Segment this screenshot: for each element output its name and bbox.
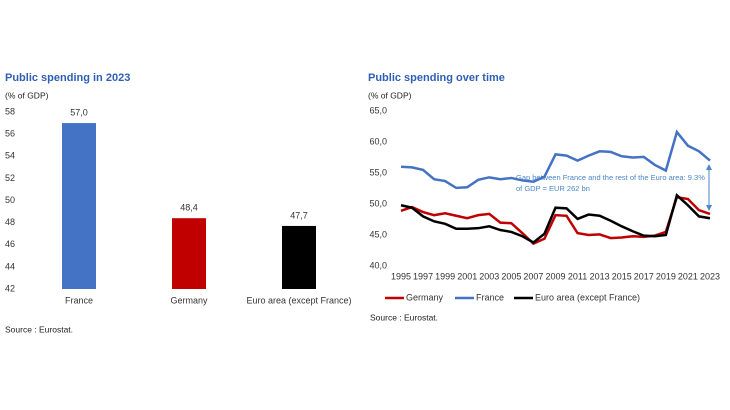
x-tick-label: 2013 xyxy=(590,271,610,281)
bar xyxy=(172,218,206,289)
y-tick-label: 42 xyxy=(5,283,15,293)
source: Source : Eurostat. xyxy=(5,324,73,334)
x-tick-label: Euro area (except France) xyxy=(246,295,351,305)
line xyxy=(400,193,711,244)
x-tick-label: 2011 xyxy=(568,271,587,281)
y-tick-label: 44 xyxy=(5,261,15,271)
x-tick-label: 2021 xyxy=(678,271,698,281)
source: Source : Eurostat. xyxy=(370,312,438,322)
legend-label: Euro area (except France) xyxy=(535,292,640,302)
chart-subtitle: (% of GDP) xyxy=(368,90,412,100)
x-tick-label: Germany xyxy=(170,295,208,305)
y-tick-label: 50,0 xyxy=(369,198,387,208)
y-tick-label: 52 xyxy=(5,173,15,183)
y-tick-label: 48 xyxy=(5,217,15,227)
y-tick-label: 46 xyxy=(5,239,15,249)
x-tick-label: 2003 xyxy=(479,271,499,281)
bar xyxy=(62,123,96,289)
x-tick-label: 1997 xyxy=(413,271,433,281)
x-tick-label: 2015 xyxy=(612,271,632,281)
chart-title: Public spending in 2023 xyxy=(5,72,130,84)
x-tick-label: 2019 xyxy=(656,271,676,281)
x-tick-label: 1999 xyxy=(435,271,455,281)
y-tick-label: 50 xyxy=(5,195,15,205)
y-tick-label: 45,0 xyxy=(369,229,387,239)
legend-label: Germany xyxy=(406,292,444,302)
value-label: 48,4 xyxy=(180,203,198,213)
legend-label: France xyxy=(476,292,504,302)
annotation-box: Gap between France and the rest of the E… xyxy=(516,173,705,193)
x-tick-label: 2017 xyxy=(634,271,654,281)
x-tick-label: 2009 xyxy=(545,271,565,281)
chart-subtitle: (% of GDP) xyxy=(5,90,49,100)
x-tick-label: 2001 xyxy=(457,271,477,281)
x-tick-label: 1995 xyxy=(391,271,411,281)
x-tick-label: 2007 xyxy=(523,271,543,281)
y-tick-label: 56 xyxy=(5,129,15,139)
x-tick-label: France xyxy=(65,295,93,305)
y-tick-label: 54 xyxy=(5,151,15,161)
y-tick-label: 65,0 xyxy=(369,105,387,115)
y-tick-label: 60,0 xyxy=(369,136,387,146)
x-tick-label: 2023 xyxy=(700,271,720,281)
line xyxy=(400,129,711,190)
annotation: Gap between France and the rest of the E… xyxy=(516,173,705,193)
bar xyxy=(282,225,316,289)
y-tick-label: 58 xyxy=(5,106,15,116)
line xyxy=(400,195,711,246)
x-tick-label: 2005 xyxy=(501,271,521,281)
chart-title: Public spending over time xyxy=(368,72,505,84)
value-label: 47,7 xyxy=(290,210,308,220)
y-tick-label: 55,0 xyxy=(369,167,387,177)
value-label: 57,0 xyxy=(70,107,88,117)
y-tick-label: 40,0 xyxy=(369,260,387,270)
